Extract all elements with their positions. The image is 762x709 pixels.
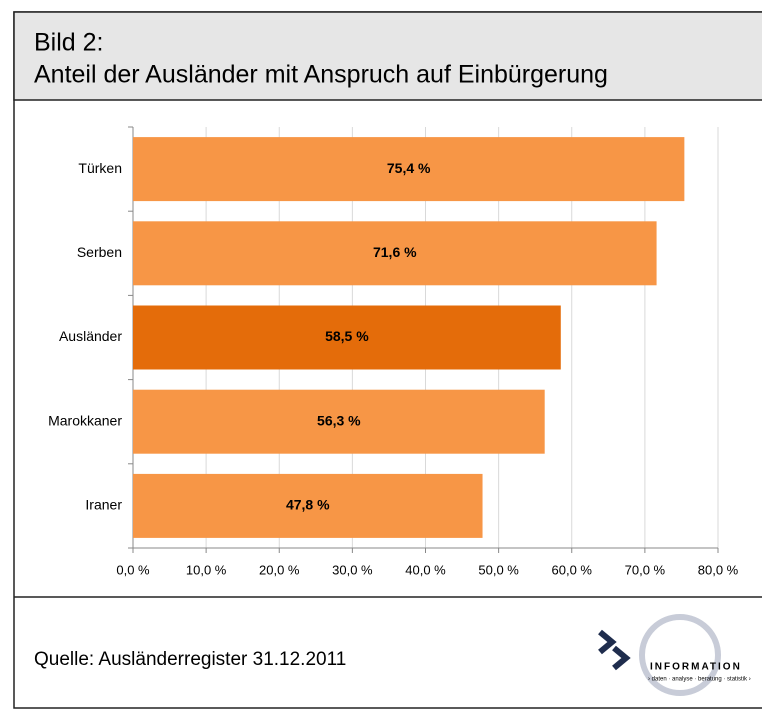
bar (133, 473, 483, 538)
logo-name: INFORMATION (650, 662, 742, 673)
y-tick-label: Türken (78, 160, 122, 176)
data-label: 71,6 % (373, 244, 417, 260)
y-tick-label: Ausländer (59, 328, 122, 344)
source: Quelle: Ausländerregister 31.12.2011 (34, 649, 346, 670)
header-box (13, 11, 762, 101)
x-tick-label: 30,0 % (332, 562, 373, 577)
logo-ring (639, 614, 721, 696)
y-tick-label: Marokkaner (48, 412, 122, 428)
x-tick-label: 80,0 % (698, 562, 739, 577)
bar (133, 221, 657, 286)
bar (133, 137, 685, 202)
x-tick-label: 50,0 % (478, 562, 519, 577)
x-tick-label: 40,0 % (405, 562, 446, 577)
bar (133, 305, 561, 370)
x-tick-label: 70,0 % (625, 562, 666, 577)
x-tick-label: 60,0 % (552, 562, 593, 577)
data-label: 56,3 % (317, 412, 361, 428)
x-tick-label: 0,0 % (116, 562, 150, 577)
data-label: 75,4 % (387, 160, 431, 176)
chart-title: Bild 2: (34, 29, 103, 57)
chart-subtitle: Anteil der Ausländer mit Anspruch auf Ei… (34, 61, 608, 89)
logo-tagline: › daten · analyse · beratung · statistik… (648, 677, 751, 683)
y-tick-label: Serben (77, 244, 122, 260)
logo: INFORMATION › daten · analyse · beratung… (598, 614, 751, 696)
logo-arrow (612, 645, 631, 671)
x-tick-label: 20,0 % (259, 562, 300, 577)
logo-arrow (598, 629, 617, 655)
y-tick-label: Iraner (85, 497, 122, 513)
data-label: 58,5 % (325, 328, 369, 344)
bar (133, 389, 545, 454)
x-tick-label: 10,0 % (186, 562, 227, 577)
data-label: 47,8 % (286, 497, 330, 513)
